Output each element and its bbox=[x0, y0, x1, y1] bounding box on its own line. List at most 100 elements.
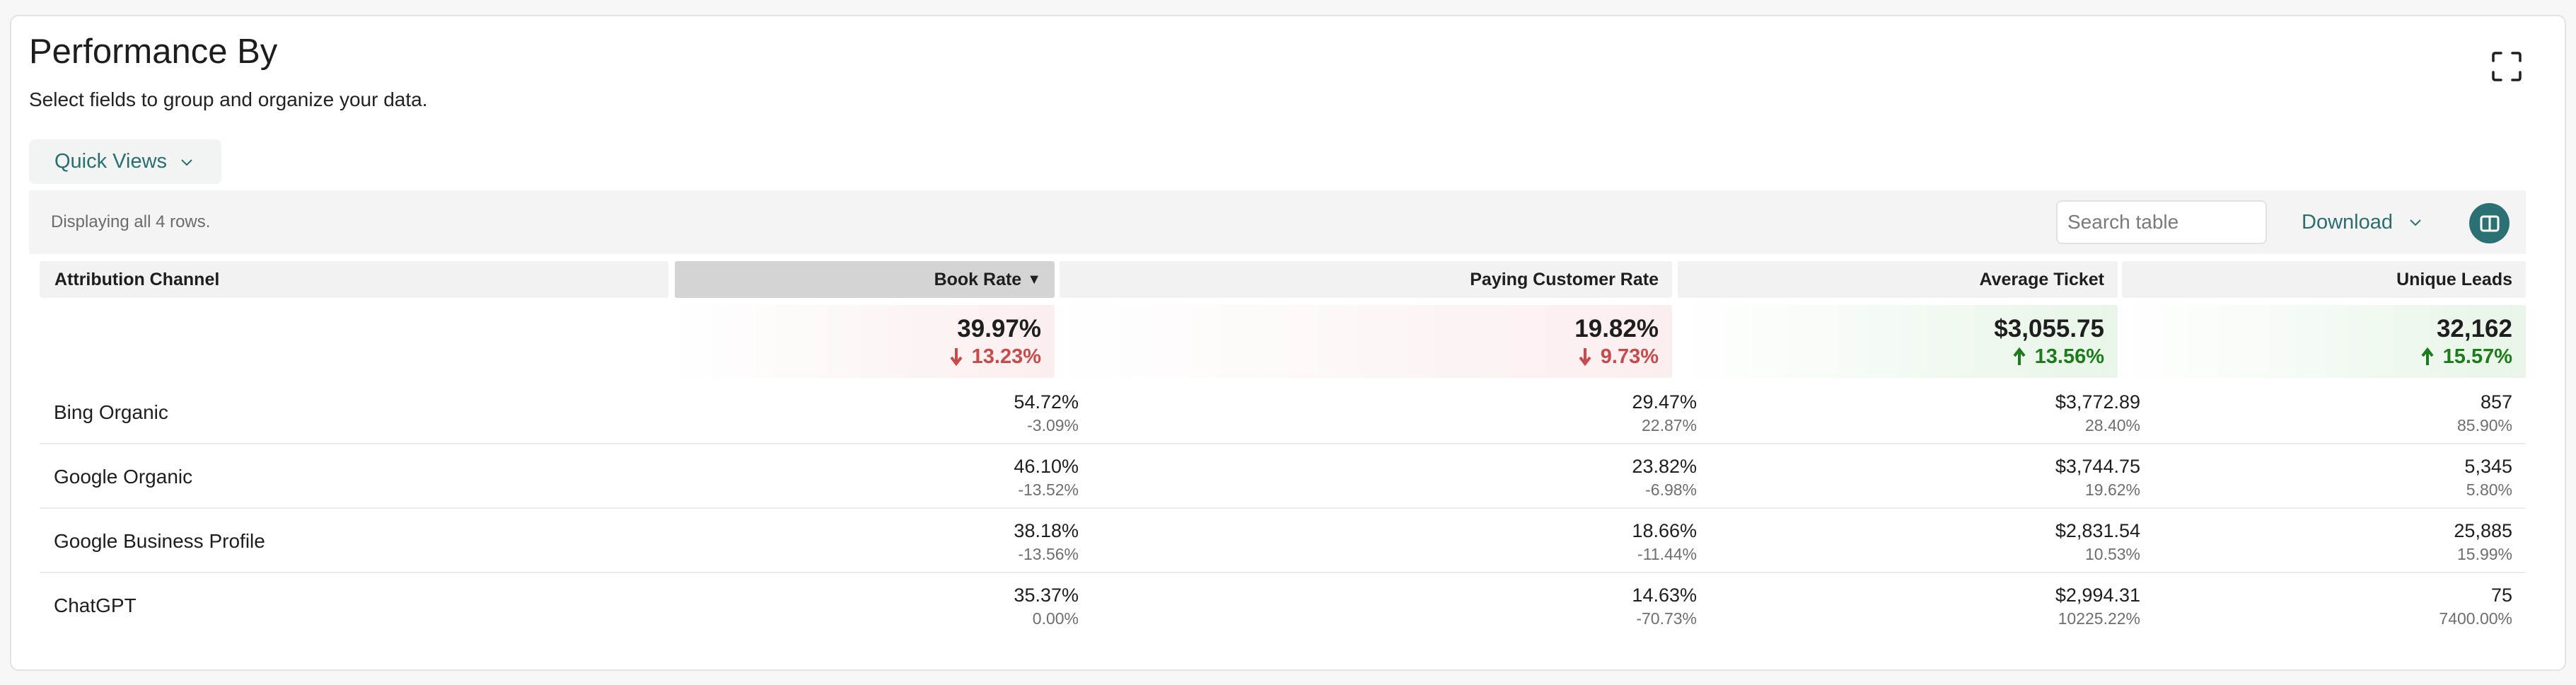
cell-change: 10.53% bbox=[2084, 545, 2140, 564]
column-header-paying-customer-rate[interactable]: Paying Customer Rate bbox=[1060, 261, 1672, 298]
unique-leads-cell: 75 7400.00% bbox=[2439, 583, 2512, 630]
unique-leads-cell: 857 85.90% bbox=[2457, 390, 2512, 437]
channel-name: ChatGPT bbox=[54, 594, 137, 616]
cell-change: -13.52% bbox=[1018, 480, 1079, 500]
cell-change: 10225.22% bbox=[2058, 609, 2140, 628]
paying-customer-rate-cell: 29.47% 22.87% bbox=[1632, 390, 1697, 437]
cell-value: 29.47% bbox=[1632, 391, 1697, 413]
average-ticket-cell: $3,772.89 28.40% bbox=[2055, 390, 2140, 437]
arrow-down-icon bbox=[950, 348, 963, 367]
summary-change-value: 15.57% bbox=[2442, 345, 2512, 369]
cell-change: -6.98% bbox=[1645, 480, 1697, 500]
channel-name: Google Organic bbox=[54, 465, 193, 488]
table-toolbar: Displaying all 4 rows. Download bbox=[29, 190, 2526, 254]
book-rate-cell: 54.72% -3.09% bbox=[1014, 390, 1079, 437]
average-ticket-cell: $2,831.54 10.53% bbox=[2055, 519, 2140, 565]
cell-value: $3,744.75 bbox=[2055, 456, 2140, 477]
cell-change: 22.87% bbox=[1641, 416, 1697, 435]
cell-value: $3,772.89 bbox=[2055, 391, 2140, 413]
book-rate-cell: 38.18% -13.56% bbox=[1014, 519, 1079, 565]
cell-change: 0.00% bbox=[1032, 609, 1079, 628]
table-row[interactable]: ChatGPT 35.37% 0.00% 14.63% -70.73% $2,9… bbox=[40, 573, 2526, 638]
download-label: Download bbox=[2302, 210, 2393, 234]
unique-leads-cell: 25,885 15.99% bbox=[2454, 519, 2512, 565]
cell-change: 7400.00% bbox=[2439, 609, 2512, 628]
arrow-down-icon bbox=[1579, 348, 1591, 367]
paying-customer-rate-cell: 18.66% -11.44% bbox=[1632, 519, 1697, 565]
table-row[interactable]: Google Organic 46.10% -13.52% 23.82% -6.… bbox=[40, 444, 2526, 509]
page-subtitle: Select fields to group and organize your… bbox=[29, 88, 428, 110]
arrow-up-icon bbox=[2013, 347, 2026, 366]
chevron-down-icon bbox=[2410, 219, 2421, 226]
book-rate-cell: 46.10% -13.52% bbox=[1014, 454, 1079, 501]
cell-value: 75 bbox=[2490, 585, 2512, 606]
cell-value: 35.37% bbox=[1014, 585, 1079, 606]
cell-change: 85.90% bbox=[2456, 416, 2512, 435]
summary-change-value: 13.56% bbox=[2034, 345, 2104, 369]
table-row[interactable]: Google Business Profile 38.18% -13.56% 1… bbox=[40, 509, 2526, 573]
column-header-label: Unique Leads bbox=[2396, 269, 2512, 289]
cell-change: 28.40% bbox=[2084, 416, 2140, 435]
quick-views-label: Quick Views bbox=[54, 150, 168, 173]
column-header-attribution-channel[interactable]: Attribution Channel bbox=[40, 261, 668, 298]
cell-value: 38.18% bbox=[1014, 520, 1079, 541]
cell-value: 25,885 bbox=[2454, 520, 2512, 541]
search-input[interactable] bbox=[2056, 200, 2267, 244]
summary-change: 15.57% bbox=[2420, 344, 2512, 369]
summary-change: 13.23% bbox=[949, 344, 1041, 369]
unique-leads-cell: 5,345 5.80% bbox=[2464, 454, 2512, 501]
summary-paying-customer-rate: 19.82% 9.73% bbox=[1060, 305, 1672, 378]
columns-icon bbox=[2480, 215, 2499, 231]
column-header-label: Paying Customer Rate bbox=[1470, 269, 1659, 289]
cell-value: 46.10% bbox=[1014, 456, 1079, 477]
cell-value: 5,345 bbox=[2464, 456, 2512, 477]
cell-change: -3.09% bbox=[1027, 416, 1079, 435]
summary-value: 19.82% bbox=[1574, 314, 1659, 342]
summary-book-rate: 39.97% 13.23% bbox=[675, 305, 1055, 378]
summary-change-value: 9.73% bbox=[1600, 345, 1659, 369]
cell-value: $2,831.54 bbox=[2055, 520, 2140, 541]
download-button[interactable]: Download bbox=[2302, 200, 2423, 244]
summary-average-ticket: $3,055.75 13.56% bbox=[1678, 305, 2118, 378]
quick-views-button[interactable]: Quick Views bbox=[29, 139, 221, 184]
column-header-average-ticket[interactable]: Average Ticket bbox=[1678, 261, 2118, 298]
summary-value: $3,055.75 bbox=[1994, 314, 2104, 342]
cell-change: -70.73% bbox=[1636, 609, 1697, 628]
arrow-up-icon bbox=[2421, 347, 2434, 366]
summary-unique-leads: 32,162 15.57% bbox=[2122, 305, 2526, 378]
page-title: Performance By bbox=[29, 33, 278, 71]
summary-change-value: 13.23% bbox=[971, 345, 1041, 369]
column-header-book-rate[interactable]: Book Rate ▼ bbox=[675, 261, 1055, 298]
cell-change: -13.56% bbox=[1018, 545, 1079, 564]
average-ticket-cell: $2,994.31 10225.22% bbox=[2055, 583, 2140, 630]
column-header-unique-leads[interactable]: Unique Leads bbox=[2122, 261, 2526, 298]
cell-change: 5.80% bbox=[2466, 480, 2512, 500]
paying-customer-rate-cell: 14.63% -70.73% bbox=[1632, 583, 1697, 630]
column-header-label: Average Ticket bbox=[1979, 269, 2105, 289]
paying-customer-rate-cell: 23.82% -6.98% bbox=[1632, 454, 1697, 501]
cell-value: $2,994.31 bbox=[2055, 585, 2140, 606]
sort-desc-icon: ▼ bbox=[1027, 271, 1041, 287]
column-header-label: Book Rate bbox=[934, 269, 1022, 289]
cell-value: 54.72% bbox=[1014, 391, 1079, 413]
cell-change: 19.62% bbox=[2084, 480, 2140, 500]
table-row[interactable]: Bing Organic 54.72% -3.09% 29.47% 22.87%… bbox=[40, 380, 2526, 444]
average-ticket-cell: $3,744.75 19.62% bbox=[2055, 454, 2140, 501]
columns-toggle-button[interactable] bbox=[2469, 203, 2510, 243]
summary-value: 39.97% bbox=[957, 314, 1041, 342]
row-count-text: Displaying all 4 rows. bbox=[51, 212, 211, 231]
summary-value: 32,162 bbox=[2436, 314, 2512, 342]
cell-value: 23.82% bbox=[1632, 456, 1697, 477]
fullscreen-icon[interactable] bbox=[2491, 51, 2522, 82]
channel-name: Bing Organic bbox=[54, 401, 168, 423]
column-header-label: Attribution Channel bbox=[54, 269, 220, 289]
summary-change: 9.73% bbox=[1578, 344, 1659, 369]
cell-change: 15.99% bbox=[2456, 545, 2512, 564]
cell-change: -11.44% bbox=[1637, 545, 1697, 564]
channel-name: Google Business Profile bbox=[54, 529, 265, 552]
cell-value: 18.66% bbox=[1632, 520, 1697, 541]
cell-value: 857 bbox=[2480, 391, 2512, 413]
summary-change: 13.56% bbox=[2012, 344, 2104, 369]
book-rate-cell: 35.37% 0.00% bbox=[1014, 583, 1079, 630]
chevron-down-icon bbox=[181, 159, 192, 166]
